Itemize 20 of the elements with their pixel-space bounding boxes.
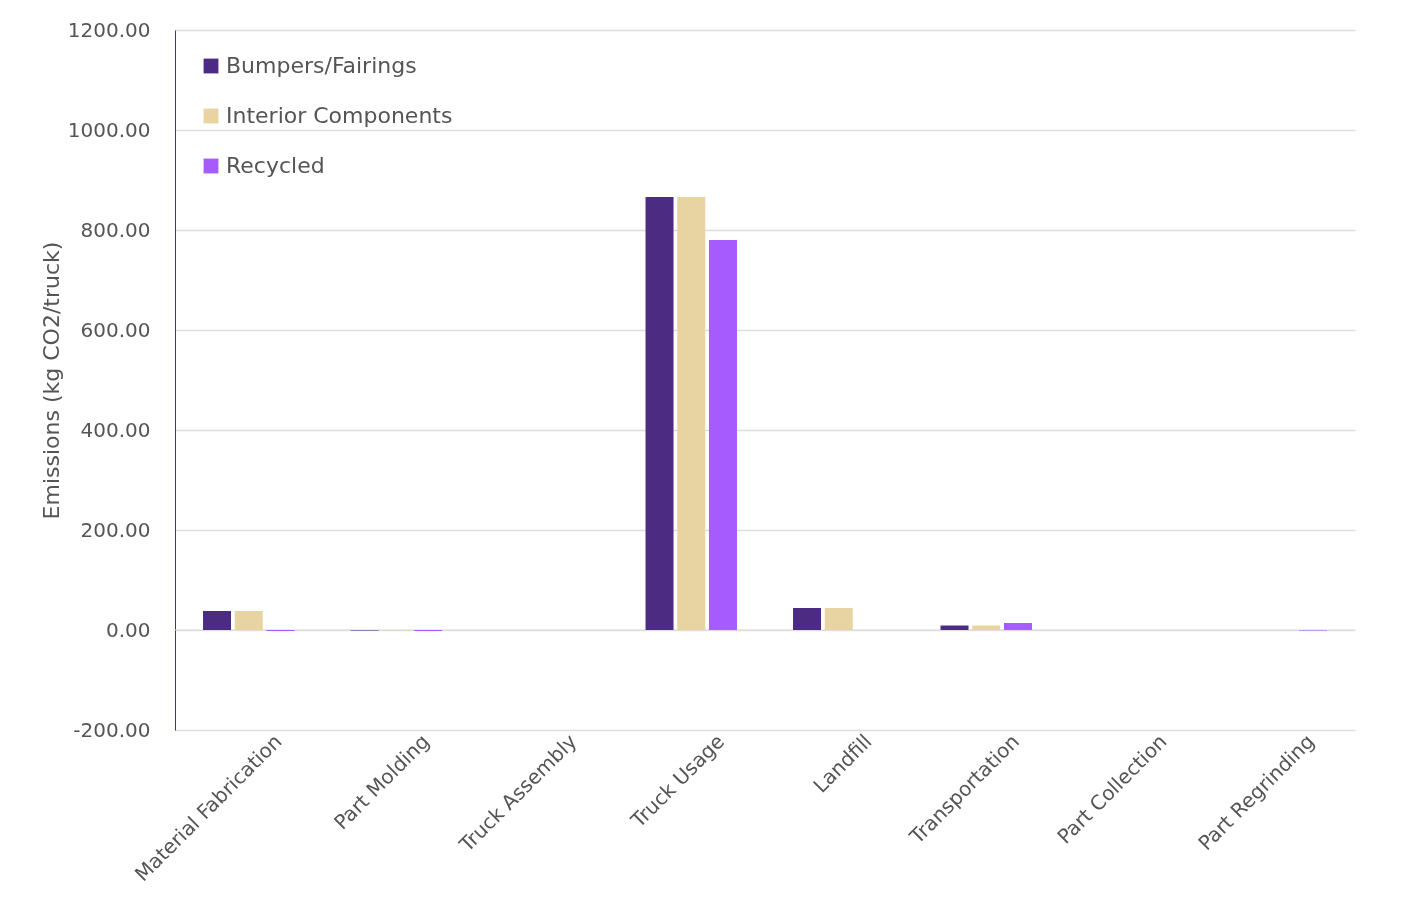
bar — [708, 240, 737, 630]
y-tick-label: 0.00 — [105, 617, 151, 642]
y-tick-label: 800.00 — [80, 217, 151, 242]
y-tick-label: 400.00 — [80, 417, 151, 442]
bar — [234, 611, 263, 630]
bar — [824, 608, 853, 630]
legend-label: Interior Components — [226, 103, 453, 128]
bar — [645, 197, 674, 630]
y-tick-label: 600.00 — [80, 317, 151, 342]
bar — [203, 611, 232, 630]
y-tick-label: 200.00 — [80, 517, 151, 542]
y-tick-label: -200.00 — [73, 717, 151, 742]
bar — [793, 608, 822, 630]
legend-label: Bumpers/Fairings — [226, 53, 417, 78]
y-tick-label: 1200.00 — [67, 17, 151, 42]
bar — [677, 197, 706, 630]
y-axis-title: Emissions (kg CO2/truck) — [38, 241, 64, 520]
legend-label: Recycled — [226, 153, 325, 178]
bar — [1003, 623, 1032, 630]
y-tick-label: 1000.00 — [67, 117, 151, 142]
